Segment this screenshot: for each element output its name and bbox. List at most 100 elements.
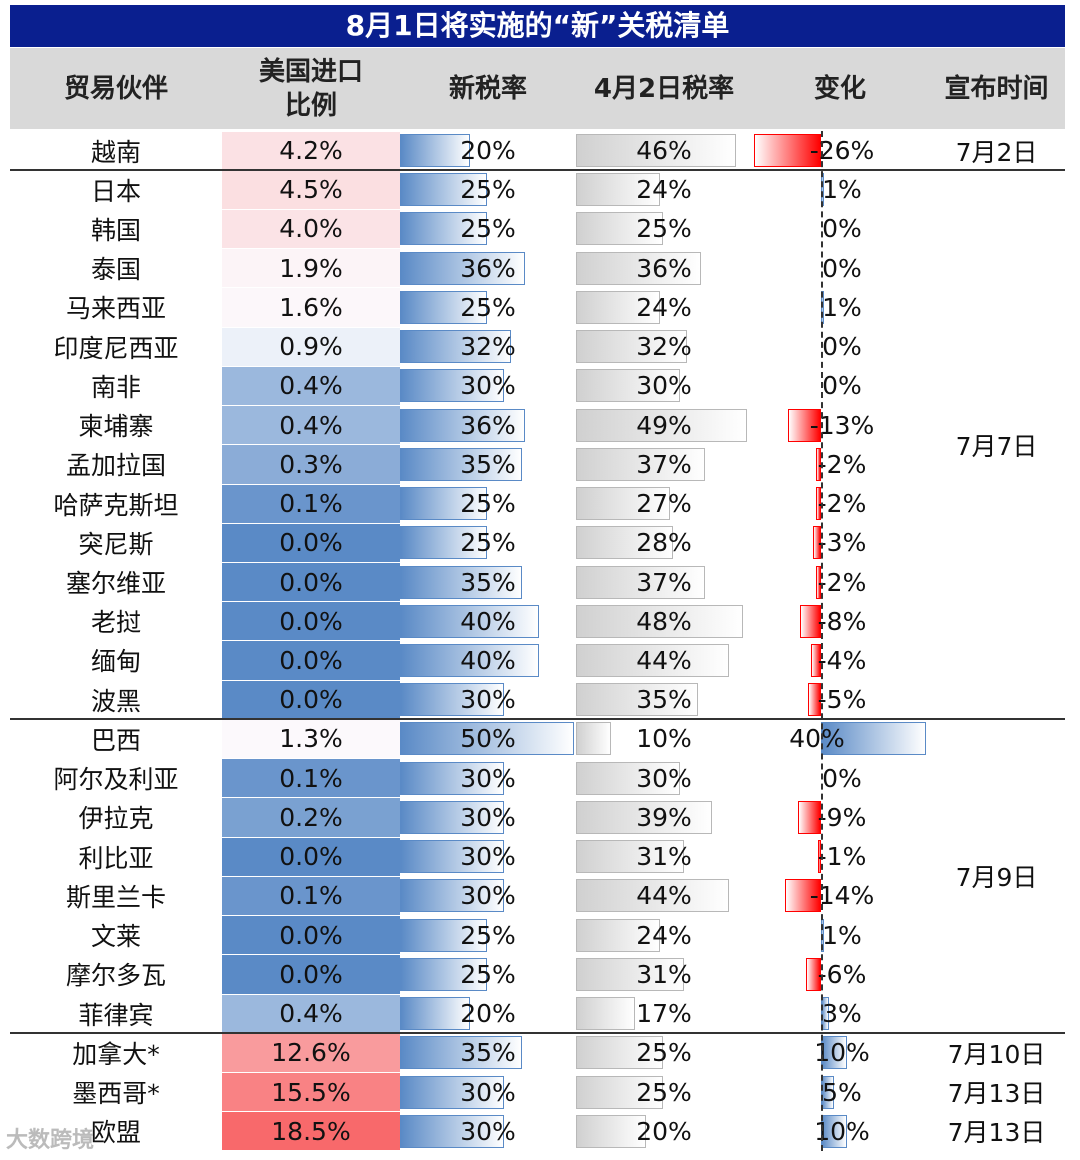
change-bar-negative	[787, 408, 821, 442]
share-heat-cell	[222, 798, 400, 837]
new-rate-value: 30%	[460, 685, 516, 715]
april-rate-value: 35%	[636, 685, 692, 715]
april-rate-value: 48%	[636, 606, 692, 636]
country-name: 塞尔维亚	[65, 569, 166, 599]
april-rate-value: 30%	[636, 371, 692, 401]
share-heat-cell	[222, 680, 400, 719]
announce-date: 7月9日	[955, 863, 1038, 893]
april-rate-value: 24%	[636, 920, 692, 950]
new-rate-value: 25%	[460, 920, 516, 950]
new-rate-bar	[400, 290, 487, 324]
header-new-rate: 新税率	[448, 73, 527, 104]
change-value: -8%	[817, 606, 867, 636]
april-rate-value: 32%	[636, 332, 692, 362]
april-rate-value: 37%	[636, 567, 692, 597]
april-rate-bar	[576, 1036, 663, 1070]
announce-date: 7月2日	[955, 137, 1038, 167]
country-name: 波黑	[90, 686, 141, 716]
new-rate-value: 25%	[460, 528, 516, 558]
change-bar-negative	[754, 134, 821, 167]
group-separator	[10, 1032, 1065, 1035]
share-value: 0.9%	[279, 332, 343, 362]
change-bar-negative	[813, 526, 821, 560]
april-rate-bar	[576, 761, 681, 795]
april-rate-bar	[576, 722, 611, 756]
april-rate-value: 30%	[636, 763, 692, 793]
share-heat-cell	[222, 131, 400, 170]
change-value: 1%	[822, 292, 862, 322]
new-rate-value: 25%	[460, 489, 516, 519]
change-value: 1%	[822, 175, 862, 205]
table-title: 8月1日将实施的“新”关税清单	[10, 5, 1065, 47]
share-heat-cell	[222, 523, 400, 563]
header-country: 贸易伙伴	[63, 73, 168, 104]
april-rate-value: 10%	[636, 724, 692, 754]
share-value: 4.0%	[279, 214, 343, 244]
new-rate-value: 36%	[460, 253, 516, 283]
new-rate-bar	[400, 879, 505, 913]
change-bar-negative	[815, 565, 821, 599]
april-rate-bar	[576, 1075, 663, 1109]
april-rate-bar	[576, 957, 684, 991]
april-rate-bar	[576, 447, 705, 481]
new-rate-value: 40%	[460, 606, 516, 636]
april-rate-bar	[576, 134, 737, 167]
new-rate-bar	[400, 447, 522, 481]
share-value: 0.2%	[279, 802, 343, 832]
change-bar-negative	[815, 447, 821, 481]
share-value: 12.6%	[271, 1038, 351, 1068]
new-rate-value: 50%	[460, 724, 516, 754]
share-heat-cell	[222, 994, 400, 1033]
april-rate-value: 31%	[636, 959, 692, 989]
change-value: 40%	[789, 724, 845, 754]
april-rate-value: 49%	[636, 410, 692, 440]
new-rate-value: 35%	[460, 1038, 516, 1068]
share-heat-cell	[222, 327, 400, 366]
april-rate-bar	[576, 408, 747, 442]
new-rate-bar	[400, 957, 487, 991]
announce-date: 7月7日	[955, 431, 1038, 461]
country-name: 伊拉克	[78, 804, 154, 834]
april-rate-bar	[576, 683, 698, 717]
share-value: 4.5%	[279, 175, 343, 205]
country-name: 欧盟	[90, 1118, 141, 1148]
share-heat-cell	[222, 406, 400, 445]
country-name: 斯里兰卡	[65, 882, 166, 912]
change-bar-negative	[815, 487, 821, 521]
country-name: 文莱	[90, 922, 141, 952]
change-value: -3%	[817, 528, 867, 558]
april-rate-bar	[576, 173, 660, 207]
country-name: 越南	[90, 137, 141, 167]
country-name: 巴西	[90, 725, 141, 755]
share-heat-cell	[222, 484, 400, 523]
new-rate-value: 40%	[460, 645, 516, 675]
new-rate-bar	[400, 643, 540, 677]
share-value: 0.0%	[279, 528, 343, 558]
announce-date: 7月10日	[947, 1039, 1046, 1069]
new-rate-bar	[400, 487, 487, 521]
new-rate-bar	[400, 134, 470, 167]
group-separator	[10, 169, 1065, 172]
share-heat-cell	[222, 209, 400, 249]
change-bar-negative	[800, 604, 821, 638]
share-heat-cell	[222, 876, 400, 916]
share-heat-cell	[222, 916, 400, 955]
change-value: -4%	[817, 645, 867, 675]
share-heat-cell	[222, 759, 400, 798]
new-rate-bar	[400, 800, 505, 834]
announce-date: 7月13日	[947, 1079, 1046, 1109]
april-rate-value: 39%	[636, 802, 692, 832]
share-value: 0.4%	[279, 371, 343, 401]
change-bar-negative	[808, 683, 821, 717]
country-name: 墨西哥*	[72, 1079, 160, 1109]
new-rate-value: 25%	[460, 959, 516, 989]
april-rate-bar	[576, 565, 705, 599]
new-rate-bar	[400, 840, 505, 874]
change-value: 0%	[822, 253, 862, 283]
change-value: 0%	[822, 371, 862, 401]
new-rate-value: 20%	[460, 999, 516, 1029]
new-rate-value: 30%	[460, 371, 516, 401]
change-value: -14%	[809, 881, 875, 911]
new-rate-bar	[400, 1114, 505, 1148]
share-heat-cell	[222, 1033, 400, 1072]
